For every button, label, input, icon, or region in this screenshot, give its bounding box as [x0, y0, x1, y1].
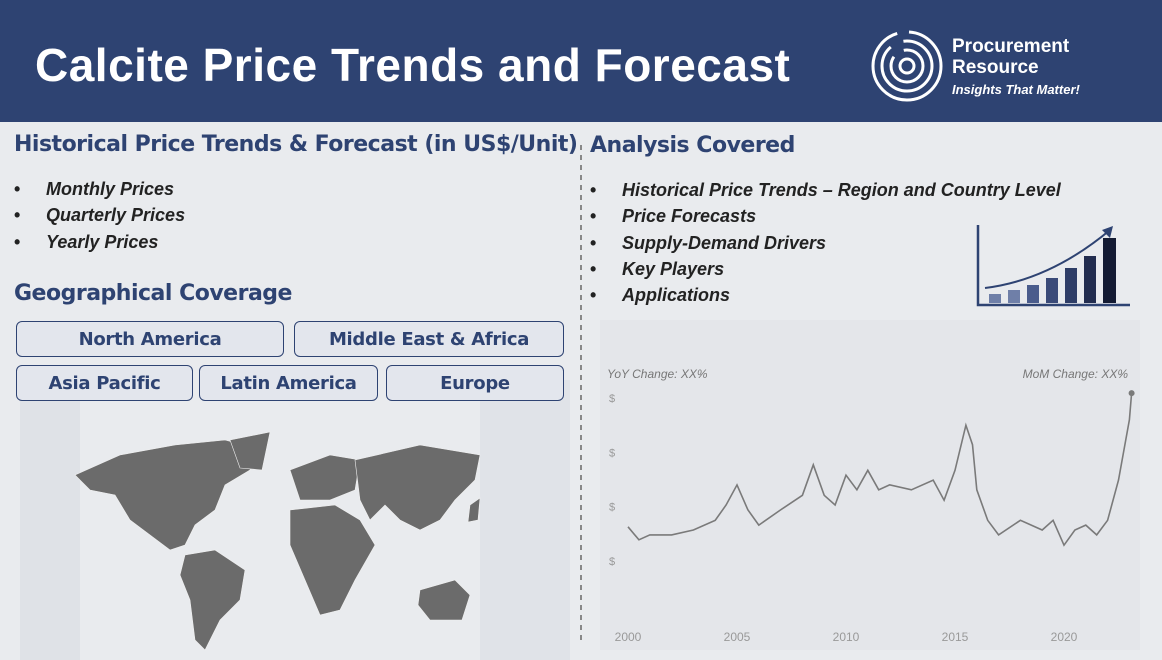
page-title: Calcite Price Trends and Forecast	[35, 39, 791, 91]
bullet-list: Monthly PricesQuarterly PricesYearly Pri…	[14, 179, 185, 258]
logo-icon	[871, 30, 943, 102]
x-tick-label: 2020	[1051, 630, 1078, 644]
logo-name: Resource	[952, 57, 1039, 78]
x-tick-label: 2005	[724, 630, 751, 644]
annotation: MoM Change: XX%	[1023, 367, 1129, 381]
bullet-item: Key Players	[590, 259, 1061, 285]
x-tick-label: 2015	[942, 630, 969, 644]
end-point	[1128, 390, 1135, 397]
bullet-item: Quarterly Prices	[14, 205, 185, 231]
bullet-item: Applications	[590, 285, 1061, 311]
annotation: YoY Change: XX%	[607, 367, 708, 381]
region-tag: Asia Pacific	[16, 365, 193, 401]
x-tick-label: 2000	[615, 630, 642, 644]
backdrop-shape	[600, 320, 1140, 650]
backdrop-shape	[480, 380, 570, 660]
price-line	[627, 393, 1133, 547]
region-tag: Europe	[386, 365, 564, 401]
region-tag: North America	[16, 321, 284, 357]
backdrop-shape	[20, 400, 80, 660]
section-heading: Analysis Covered	[590, 133, 795, 158]
bullet-list: Historical Price Trends – Region and Cou…	[590, 180, 1061, 311]
bullet-item: Yearly Prices	[14, 232, 185, 258]
logo-name: Procurement	[952, 36, 1070, 57]
region-tag: Middle East & Africa	[294, 321, 564, 357]
y-tick-label: $	[609, 556, 615, 568]
bullet-item: Price Forecasts	[590, 206, 1061, 232]
section-heading: Historical Price Trends & Forecast (in U…	[14, 132, 578, 157]
region-tag: Latin America	[199, 365, 378, 401]
header	[0, 0, 1162, 122]
bullet-item: Supply-Demand Drivers	[590, 233, 1061, 259]
y-tick-label: $	[609, 447, 615, 459]
y-tick-label: $	[609, 502, 615, 514]
bullet-item: Monthly Prices	[14, 179, 185, 205]
bullet-item: Historical Price Trends – Region and Cou…	[590, 180, 1061, 206]
x-tick-label: 2010	[833, 630, 860, 644]
logo-tagline: Insights That Matter!	[952, 82, 1080, 97]
y-tick-label: $	[609, 393, 615, 405]
section-heading: Geographical Coverage	[14, 281, 292, 306]
